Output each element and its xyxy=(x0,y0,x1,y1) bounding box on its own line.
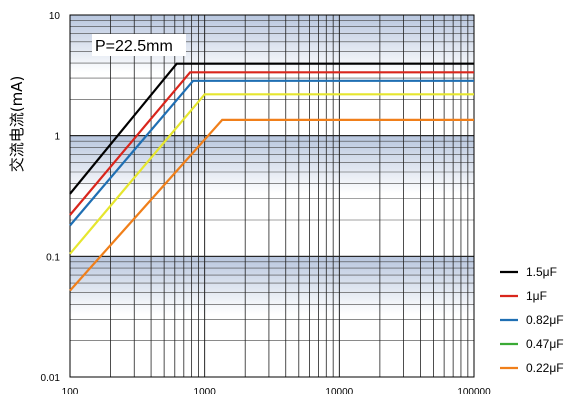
legend-label: 1.5μF xyxy=(526,265,557,279)
x-tick-label: 1000 xyxy=(194,387,217,394)
y-tick-label: 10 xyxy=(49,11,61,22)
y-tick-label: 0.1 xyxy=(46,252,60,263)
plot-frame xyxy=(69,14,475,378)
legend-label: 1μF xyxy=(526,289,547,303)
x-tick-label: 100 xyxy=(62,387,79,394)
vertical-gridlines xyxy=(69,15,475,377)
band-decade--1 xyxy=(70,256,474,315)
series-line-0.22μF xyxy=(69,118,474,292)
y-axis-label: 交流电流(mA) xyxy=(8,76,26,173)
annotation-group: P=22.5mm xyxy=(92,34,186,56)
x-tick-label: 10000 xyxy=(325,387,353,394)
legend: 1.5μF 1μF 0.82μF 0.47μF 0.22μF xyxy=(500,265,564,375)
x-tick-label: 100000 xyxy=(457,387,491,394)
y-tick-labels: 10 1 0.1 0.01 xyxy=(41,11,61,384)
series-line-1.5μF xyxy=(69,62,474,195)
y-tick-label: 1 xyxy=(54,132,60,143)
series-line-0.47μF xyxy=(69,93,474,255)
horizontal-gridlines xyxy=(70,14,474,378)
series-line-0.82μF xyxy=(69,79,474,227)
series-line-1μF xyxy=(69,71,474,216)
y-tick-label: 0.01 xyxy=(41,373,61,384)
legend-label: 0.22μF xyxy=(526,361,564,375)
x-tick-labels: 100 1000 10000 100000 xyxy=(62,387,491,394)
shaded-bands xyxy=(70,15,474,315)
annotation-label: P=22.5mm xyxy=(95,38,173,55)
series-lines xyxy=(69,62,474,292)
legend-label: 0.47μF xyxy=(526,337,564,351)
legend-label: 0.82μF xyxy=(526,313,564,327)
